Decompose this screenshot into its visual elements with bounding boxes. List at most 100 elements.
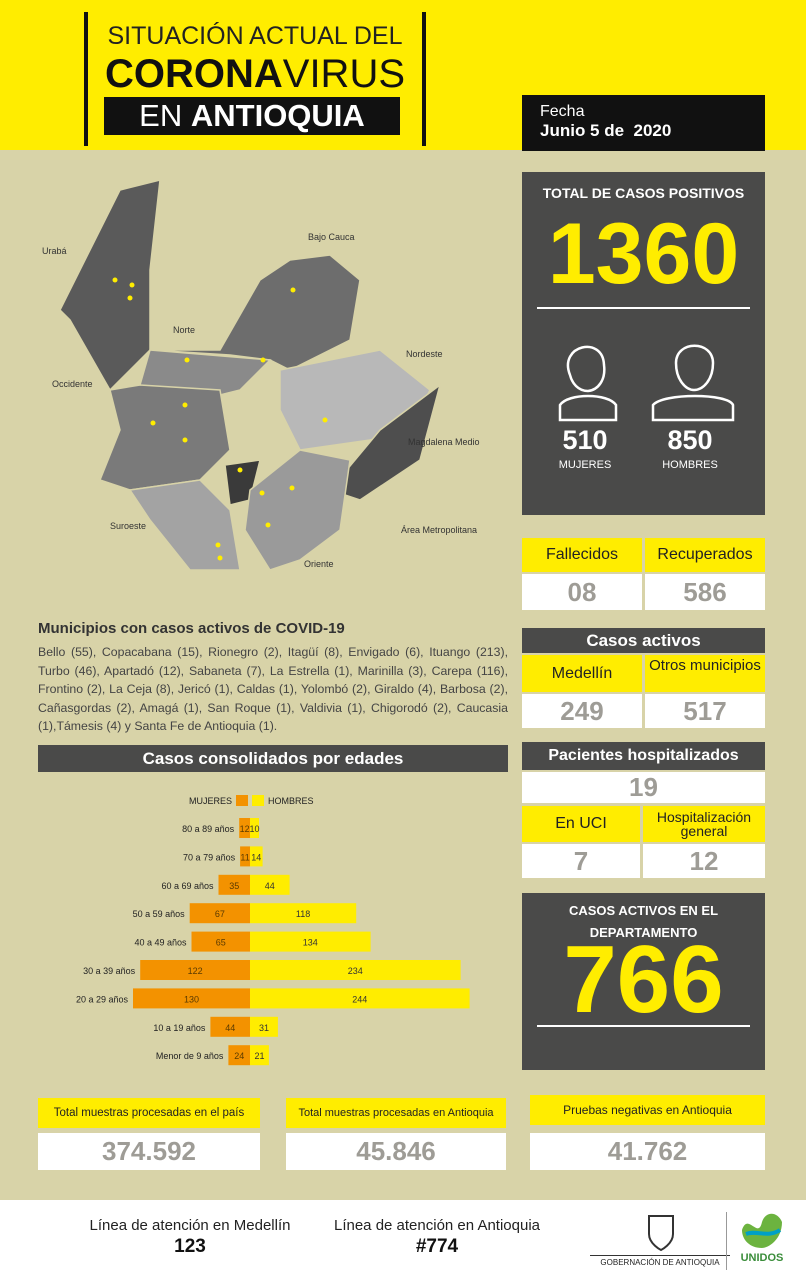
category-label: 30 a 39 años <box>83 966 136 976</box>
total-panel <box>522 172 765 515</box>
title-en: EN <box>139 98 183 133</box>
total-title: TOTAL DE CASOS POSITIVOS <box>542 185 745 201</box>
bar <box>218 874 250 895</box>
value-label: 122 <box>188 966 203 976</box>
value-label: 21 <box>254 1051 264 1061</box>
legend-swatch <box>236 795 248 806</box>
bar <box>250 1045 269 1066</box>
bar <box>250 988 470 1009</box>
value-label: 234 <box>348 966 363 976</box>
icu-value: 7 <box>522 844 640 878</box>
title-light: VIRUS <box>282 52 406 96</box>
bar <box>250 931 371 952</box>
title-line: SITUACIÓN ACTUAL DEL <box>107 22 403 50</box>
map-label: Norte <box>173 325 195 335</box>
map-region <box>99 384 231 491</box>
bar <box>191 931 250 952</box>
general-label: Hospitalización general <box>643 806 765 842</box>
active-title: Casos activos <box>522 628 765 653</box>
title-main: CORONAVIRUS <box>88 52 422 97</box>
date-box: Fecha Junio 5 de 2020 <box>522 95 765 151</box>
map-label: Urabá <box>42 246 67 256</box>
value-label: 44 <box>265 881 275 891</box>
negative-label: Pruebas negativas en Antioquia <box>530 1095 765 1125</box>
bar <box>140 960 250 980</box>
divider <box>726 1212 727 1270</box>
antioquia-label: Total muestras procesadas en Antioquia <box>286 1098 506 1128</box>
category-label: 60 a 69 años <box>161 881 214 891</box>
value-label: 67 <box>215 909 225 919</box>
value-label: 244 <box>352 994 367 1004</box>
coat-of-arms <box>648 1215 674 1252</box>
date: Junio 5 de 2020 <box>540 121 672 140</box>
category-label: 10 a 19 años <box>153 1023 206 1033</box>
bar <box>250 846 263 867</box>
value-label: 44 <box>225 1023 235 1033</box>
deaths-value: 08 <box>522 574 642 610</box>
rule <box>537 1025 750 1027</box>
map: Urabá Bajo Cauca Norte Nordeste Occidente Mag… <box>42 179 480 571</box>
value-label: 134 <box>303 938 318 948</box>
title-bold: CORONA <box>104 52 283 96</box>
recovered-label: Recuperados <box>645 538 765 572</box>
category-label: Menor de 9 años <box>156 1051 224 1061</box>
icu-label: En UCI <box>522 806 640 842</box>
general-value: 12 <box>643 844 765 878</box>
brand-logo <box>742 1213 782 1248</box>
others-label: Otros municipios <box>645 655 765 692</box>
municipios-text: Bello (55), Copacabana (15), Rionegro (2… <box>38 645 508 733</box>
value-label: 65 <box>216 938 226 948</box>
value-label: 12 <box>240 824 250 834</box>
category-label: 80 a 89 años <box>182 824 235 834</box>
deaths-label: Fallecidos <box>522 538 642 572</box>
bar <box>250 818 259 838</box>
government: GOBERNACIÓN DE ANTIOQUIA <box>590 1255 730 1267</box>
bar <box>250 1016 278 1037</box>
medellin-number: 123 <box>174 1236 206 1257</box>
negative-value: 41.762 <box>530 1133 765 1170</box>
value-label: 24 <box>234 1051 244 1061</box>
antioquia-value: 45.846 <box>286 1133 506 1170</box>
bar <box>239 818 250 838</box>
medellin-line-label: Línea de atención en Medellín <box>89 1217 291 1234</box>
value-label: 31 <box>259 1023 269 1033</box>
value-label: 14 <box>251 852 261 862</box>
recovered-value: 586 <box>645 574 765 610</box>
title-region: ANTIOQUIA <box>190 98 365 133</box>
divider <box>84 12 88 146</box>
men-value: 850 <box>667 425 713 455</box>
bar <box>250 960 461 980</box>
category-label: 70 a 79 años <box>183 852 236 862</box>
bar <box>133 988 250 1009</box>
map-label: Área Metropolitana <box>401 525 477 535</box>
category-label: 20 a 29 años <box>76 994 129 1004</box>
medellin-label: Medellín <box>522 655 642 692</box>
medellin-value: 249 <box>522 694 642 728</box>
map-label: Suroeste <box>110 521 146 531</box>
department-value: 766 <box>563 926 724 1033</box>
map-label: Oriente <box>304 559 334 569</box>
municipios-title: Municipios con casos activos de COVID-19 <box>38 620 345 637</box>
women-label: MUJERES <box>558 459 612 471</box>
legend-label: HOMBRES <box>268 796 314 806</box>
men-label: HOMBRES <box>662 459 718 471</box>
bar <box>228 1045 250 1066</box>
hospital-title: Pacientes hospitalizados <box>522 742 765 770</box>
bar <box>250 874 290 895</box>
value-label: 11 <box>240 852 249 862</box>
antioquia-number: #774 <box>415 1236 459 1257</box>
divider <box>422 12 426 146</box>
age-chart: MUJERES HOMBRES 80 a 89 años 12 10 70 a 79 añ… <box>76 795 470 1066</box>
department-panel <box>522 893 765 1070</box>
brand: UNIDOS <box>740 1252 784 1264</box>
map-region <box>128 479 241 571</box>
map-region <box>244 449 351 571</box>
map-label: Bajo Cauca <box>308 232 355 242</box>
bar <box>210 1016 250 1037</box>
value-label: 10 <box>249 824 259 834</box>
map-label: Magdalena Medio <box>408 437 480 447</box>
country-value: 374.592 <box>38 1133 260 1170</box>
category-label: 50 a 59 años <box>133 909 186 919</box>
rule <box>537 307 750 309</box>
bar <box>240 846 250 867</box>
